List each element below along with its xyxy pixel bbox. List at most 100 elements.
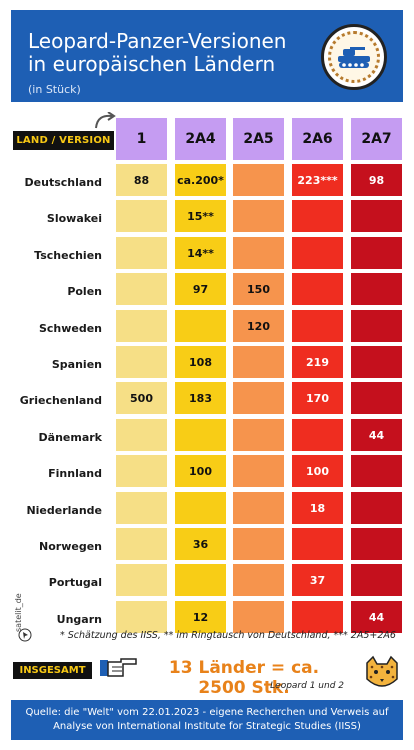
table-cell (233, 528, 284, 560)
table-row: Slowakei 15** (0, 200, 414, 236)
country-name: Slowakei (46, 211, 102, 225)
column-header-2A6: 2A6 (292, 118, 343, 160)
table-cell (292, 528, 343, 560)
table-cell (233, 237, 284, 269)
table-cell (116, 601, 167, 633)
table-cell (116, 200, 167, 232)
column-header-1: 1 (116, 118, 167, 160)
table-cell (233, 200, 284, 232)
table-cell: 37 (292, 564, 343, 596)
leopard-icon (366, 655, 398, 687)
table-cell: 223*** (292, 164, 343, 196)
land-version-label: LAND / VERSION (13, 131, 114, 150)
table-cell (116, 346, 167, 378)
table-cell: 183 (175, 382, 226, 414)
pointing-hand-icon (100, 658, 137, 677)
table-cell (175, 310, 226, 342)
header-banner: Leopard-Panzer-Versionen in europäischen… (11, 10, 403, 102)
table-cell (351, 273, 402, 305)
total-label: INSGESAMT (13, 662, 92, 679)
footnote: * Schätzung des IISS, ** im Ringtausch v… (60, 630, 396, 641)
table-cell (116, 528, 167, 560)
table-cell (116, 492, 167, 524)
table-cell: 100 (292, 455, 343, 487)
table-cell: 108 (175, 346, 226, 378)
table-cell: 500 (116, 382, 167, 414)
table-cell (292, 310, 343, 342)
country-name: Finnland (48, 466, 102, 480)
table-row: Finnland 100 100 (0, 455, 414, 491)
table-cell (233, 419, 284, 451)
table-cell: ca.200* (175, 164, 226, 196)
column-header-2A7: 2A7 (351, 118, 402, 160)
table-cell: 14** (175, 237, 226, 269)
table-row: Niederlande 18 (0, 492, 414, 528)
country-name: Norwegen (39, 539, 102, 553)
table-cell (351, 455, 402, 487)
country-name: Spanien (51, 357, 102, 371)
table-cell (175, 492, 226, 524)
country-name: Dänemark (38, 430, 102, 444)
country-name: Tschechien (34, 248, 102, 262)
table-cell: 170 (292, 382, 343, 414)
table-cell (116, 273, 167, 305)
source-line-1: Quelle: die "Welt" vom 22.01.2023 - eige… (25, 707, 389, 718)
table-cell (351, 492, 402, 524)
table-cell: 100 (175, 455, 226, 487)
table-cell (233, 346, 284, 378)
table-cell (292, 200, 343, 232)
table-cell (116, 237, 167, 269)
table-cell (292, 273, 343, 305)
table-cell: 97 (175, 273, 226, 305)
table-cell (233, 455, 284, 487)
table-cell (351, 528, 402, 560)
table-cell: 88 (116, 164, 167, 196)
table-cell (351, 564, 402, 596)
table-cell (233, 164, 284, 196)
table-cell (175, 564, 226, 596)
country-name: Schweden (38, 321, 102, 335)
table-cell: 44 (351, 601, 402, 633)
table-cell (233, 601, 284, 633)
table-cell (292, 601, 343, 633)
table-row: Dänemark 44 (0, 419, 414, 455)
source-box: Quelle: die "Welt" vom 22.01.2023 - eige… (11, 700, 403, 740)
table-cell (233, 382, 284, 414)
table-cell: 150 (233, 273, 284, 305)
country-name: Griechenland (19, 393, 102, 407)
table-cell (351, 382, 402, 414)
total-summary: 13 Länder = ca. 2500 Stk. (168, 658, 320, 698)
table-row: Portugal 37 (0, 564, 414, 600)
table-cell (175, 419, 226, 451)
table-cell (116, 455, 167, 487)
table-cell (233, 492, 284, 524)
table-cell: 98 (351, 164, 402, 196)
table-cell (351, 200, 402, 232)
table-row: Norwegen 36 (0, 528, 414, 564)
cursor-icon (18, 628, 32, 642)
country-name: Polen (67, 284, 102, 298)
country-name: Portugal (48, 575, 102, 589)
table-cell (351, 237, 402, 269)
watermark: satelit_de (14, 593, 23, 632)
table-cell: 219 (292, 346, 343, 378)
table-cell: 36 (175, 528, 226, 560)
source-line-2: Analyse von International Institute for … (53, 721, 361, 732)
table-cell (292, 419, 343, 451)
country-name: Deutschland (24, 175, 102, 189)
table-row: Tschechien 14** (0, 237, 414, 273)
table-row: Ungarn 12 44 (0, 601, 414, 637)
curved-arrow-icon (95, 112, 116, 129)
logo-badge (321, 24, 387, 90)
table-cell (116, 419, 167, 451)
column-header-2A4: 2A4 (175, 118, 226, 160)
table-cell: 12 (175, 601, 226, 633)
table-row: Spanien 108 219 (0, 346, 414, 382)
table-cell (233, 564, 284, 596)
unit-label: (in Stück) (28, 83, 81, 96)
table-cell (351, 310, 402, 342)
tank-icon (338, 47, 370, 68)
table-cell (292, 237, 343, 269)
table-row: Polen 97 150 (0, 273, 414, 309)
table-cell (116, 310, 167, 342)
